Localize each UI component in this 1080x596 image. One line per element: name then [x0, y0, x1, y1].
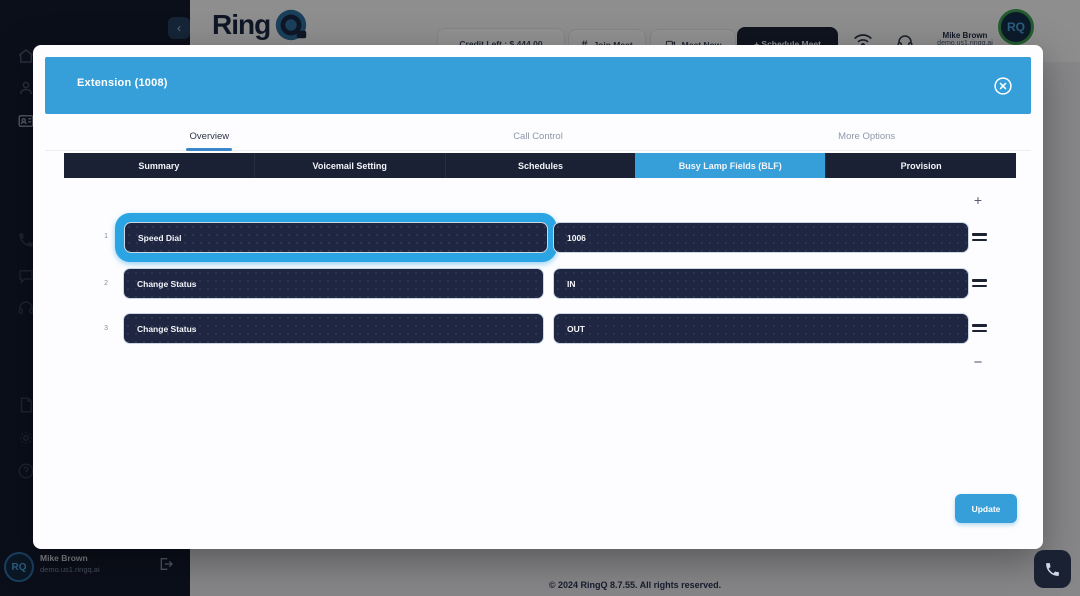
blf-type-select[interactable]: Change Status	[123, 268, 544, 299]
subtab-label: Summary	[138, 160, 180, 171]
drag-handle-icon[interactable]	[972, 324, 987, 333]
tab-call-control[interactable]: Call Control	[374, 122, 703, 150]
dialog-tabs: Overview Call Control More Options	[45, 122, 1031, 151]
blf-row-1-focus-ring: Speed Dial	[115, 213, 557, 262]
ringq-logo-q-icon	[276, 9, 307, 41]
row-index: 1	[104, 233, 108, 240]
dialog-title: Extension (1008)	[77, 77, 168, 89]
sidebar-user-block: RQ Mike Brown demo.us1.ringq.ai	[0, 552, 190, 588]
logout-icon[interactable]	[158, 556, 174, 577]
topbar-user-name: Mike Brown	[942, 31, 988, 40]
help-icon[interactable]	[15, 460, 37, 482]
hash-icon: #	[581, 39, 587, 51]
avatar: RQ	[4, 552, 34, 582]
credit-left-label: Credit Left : $ 444.00	[459, 38, 543, 49]
user-avatar[interactable]: RQ	[998, 9, 1034, 45]
drag-handle-icon[interactable]	[972, 279, 987, 288]
collapse-sidebar-button[interactable]: ‹	[168, 17, 190, 39]
phone-fab-button[interactable]	[1034, 550, 1071, 588]
extension-dialog: Extension (1008) Overview Call Control M…	[33, 45, 1043, 549]
chevron-left-icon: ‹	[177, 21, 181, 35]
headset-icon[interactable]	[15, 297, 37, 319]
sidebar-user-name: Mike Brown	[40, 553, 88, 563]
subtab-voicemail-setting[interactable]: Voicemail Setting	[253, 153, 445, 178]
meet-now-label: Meet Now	[682, 40, 722, 50]
extensions-icon[interactable]	[15, 110, 37, 132]
blf-value-select[interactable]: OUT	[553, 313, 969, 344]
blf-value-select[interactable]: 1006	[553, 222, 969, 253]
settings-icon[interactable]	[15, 427, 37, 449]
subtab-busy-lamp-fields[interactable]: Busy Lamp Fields (BLF)	[635, 153, 826, 178]
chat-icon[interactable]	[15, 265, 37, 287]
row-index: 2	[104, 280, 108, 287]
update-button[interactable]: Update	[955, 494, 1017, 523]
reports-icon[interactable]	[15, 394, 37, 416]
active-tab-underline	[186, 148, 233, 151]
footer-copyright: © 2024 RingQ 8.7.55. All rights reserved…	[548, 580, 722, 590]
ringq-logo-text: Ring	[212, 9, 271, 40]
subtab-label: Busy Lamp Fields (BLF)	[678, 160, 782, 171]
dialog-header: Extension (1008)	[45, 57, 1031, 114]
phone-handset-icon	[1046, 562, 1059, 576]
close-icon[interactable]	[993, 76, 1013, 96]
dialog-subtabs: Summary Voicemail Setting Schedules Busy…	[64, 153, 1016, 178]
ringq-logo: Ring	[212, 6, 310, 44]
subtab-schedules[interactable]: Schedules	[444, 153, 636, 178]
topbar-user-domain: demo.us1.ringq.ai	[937, 40, 993, 47]
subtab-label: Schedules	[517, 160, 563, 171]
avatar-initials: RQ	[11, 561, 27, 573]
blf-value-select[interactable]: IN	[553, 268, 969, 299]
subtab-summary[interactable]: Summary	[64, 153, 254, 178]
phone-icon[interactable]	[15, 229, 37, 251]
subtab-provision[interactable]: Provision	[825, 153, 1016, 178]
sidebar-user-domain: demo.us1.ringq.ai	[40, 565, 100, 574]
tab-label: Overview	[189, 130, 230, 142]
contacts-icon[interactable]	[15, 77, 37, 99]
tab-overview[interactable]: Overview	[45, 122, 374, 151]
home-icon[interactable]	[15, 45, 37, 67]
row-index: 3	[104, 325, 108, 332]
join-meet-label: Join Meet	[593, 40, 632, 50]
avatar-initials: RQ	[1007, 20, 1025, 34]
remove-row-button[interactable]: −	[973, 353, 983, 371]
schedule-meet-label: + Schedule Meet	[754, 39, 821, 49]
tab-label: More Options	[838, 130, 896, 142]
subtab-label: Voicemail Setting	[312, 160, 387, 171]
tab-more-options[interactable]: More Options	[702, 122, 1031, 150]
blf-type-select[interactable]: Speed Dial	[124, 222, 548, 253]
drag-handle-icon[interactable]	[972, 233, 987, 242]
subtab-label: Provision	[900, 160, 942, 171]
add-row-button[interactable]: +	[973, 192, 983, 208]
blf-type-select[interactable]: Change Status	[123, 313, 544, 344]
tab-label: Call Control	[513, 130, 563, 142]
topbar-user-block[interactable]: Mike Brown demo.us1.ringq.ai	[925, 31, 1005, 47]
